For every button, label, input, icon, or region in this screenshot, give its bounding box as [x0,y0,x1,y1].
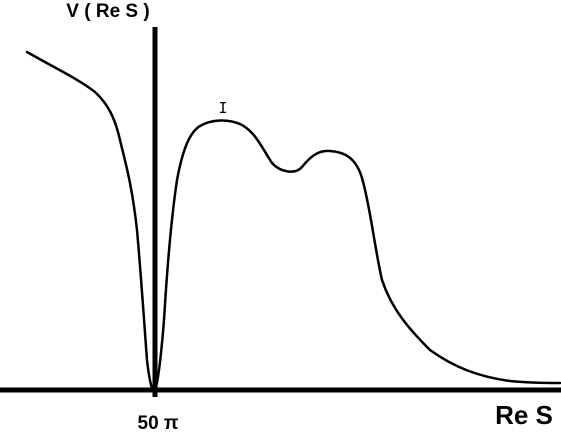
peak-marker: I [218,99,227,117]
x-axis-label: Re S [495,400,553,430]
curve-left-branch [25,50,156,395]
curve-right-branch [152,119,561,395]
y-axis-label: V ( Re S ) [66,1,149,22]
tick-label-50pi: 50 π [138,413,179,434]
